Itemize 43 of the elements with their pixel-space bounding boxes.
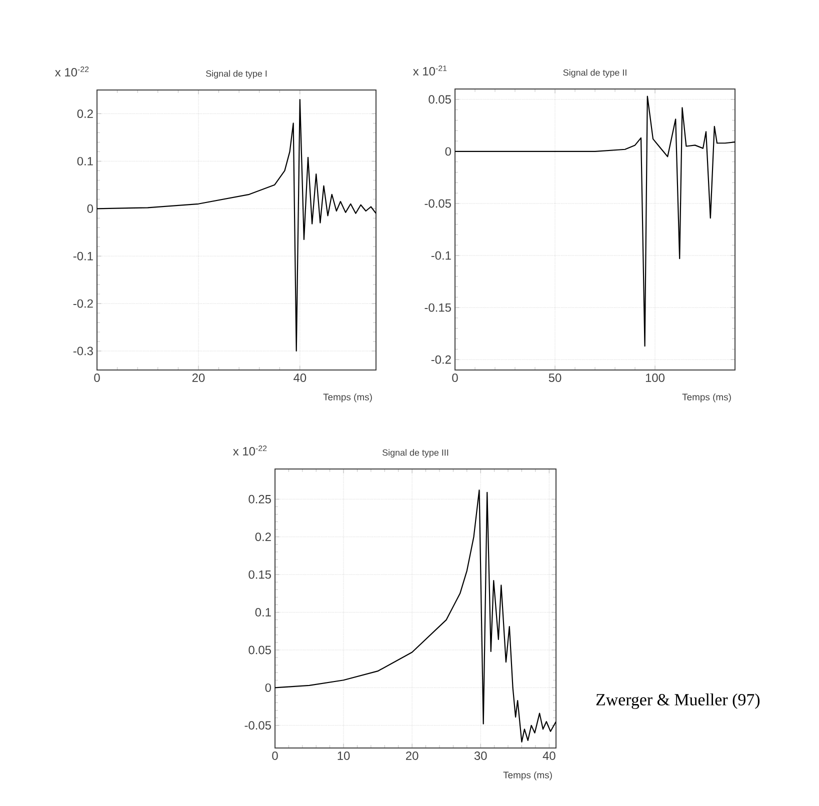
y-tick-label: -0.2 — [73, 299, 93, 308]
x-tick-label: 20 — [406, 752, 418, 760]
y-tick-label: -0.1 — [431, 251, 451, 260]
y-tick-label: 0 — [265, 683, 272, 692]
x-tick-label: 0 — [452, 374, 458, 382]
y-tick-label: -0.05 — [244, 721, 271, 730]
y-axis-title: x 10$^{-21}$ — [413, 65, 447, 76]
y-tick-label: 0.15 — [248, 570, 271, 579]
y-tick-label: 0.25 — [248, 494, 271, 504]
x-tick-label: 40 — [294, 374, 306, 382]
x-tick-label: 100 — [646, 374, 665, 382]
y-tick-label: 0.1 — [255, 608, 271, 616]
x-tick-label: 30 — [474, 752, 487, 760]
chart-title: Signal de type I — [206, 70, 267, 79]
chart-title: Signal de type II — [563, 69, 626, 78]
x-tick-label: 10 — [338, 752, 350, 760]
y-tick-label: 0.05 — [248, 646, 271, 654]
line-series — [97, 98, 376, 352]
x-axis-title: Temps (ms) — [682, 393, 731, 402]
y-axis-title: x 10$^{-22}$ — [233, 445, 267, 456]
y-tick-label: -0.2 — [431, 355, 451, 364]
y-tick-label: 0.2 — [255, 532, 271, 542]
x-tick-label: 50 — [548, 374, 562, 382]
y-tick-label: 0.1 — [77, 156, 93, 166]
y-tick-label: 0.2 — [77, 109, 93, 118]
x-tick-label: 20 — [192, 374, 205, 382]
x-tick-label: 40 — [542, 752, 556, 760]
y-tick-label: -0.1 — [73, 252, 93, 260]
x-tick-label: 0 — [272, 752, 278, 760]
y-tick-label: -0.3 — [73, 346, 93, 356]
text: Zwerger & Mueller (97) — [596, 694, 760, 709]
x-axis-title: Temps (ms) — [503, 771, 552, 780]
x-tick-label: 0 — [94, 374, 100, 382]
x-axis-title: Temps (ms) — [323, 393, 372, 402]
y-tick-label: -0.15 — [424, 303, 451, 312]
y-tick-label: 0 — [445, 147, 452, 156]
chart-title: Signal de type III — [382, 449, 448, 458]
y-axis-title: x 10$^{-22}$ — [55, 66, 89, 77]
y-tick-label: 0.05 — [428, 95, 451, 104]
y-tick-label: -0.05 — [424, 199, 451, 208]
line-series — [455, 96, 736, 347]
line-series — [275, 490, 556, 743]
y-tick-label: 0 — [87, 204, 94, 213]
